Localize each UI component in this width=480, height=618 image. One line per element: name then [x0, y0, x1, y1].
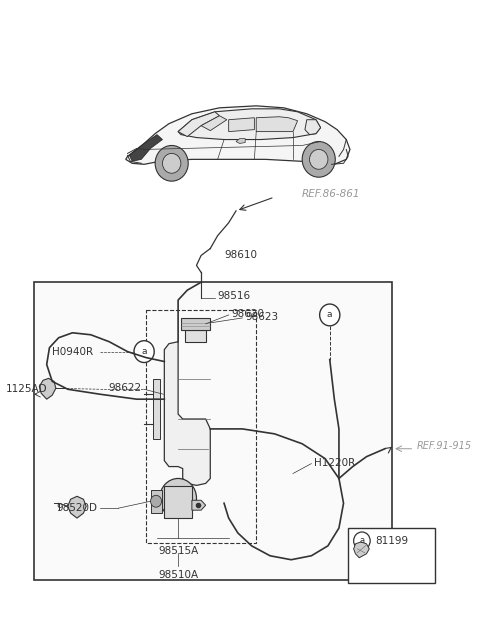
Text: 98610: 98610: [224, 250, 257, 260]
Circle shape: [320, 304, 340, 326]
Text: 1125AD: 1125AD: [6, 384, 48, 394]
Polygon shape: [164, 342, 210, 485]
Polygon shape: [178, 109, 321, 140]
Polygon shape: [305, 120, 321, 135]
Bar: [146, 310, 256, 543]
Text: REF.91-915: REF.91-915: [417, 441, 472, 451]
Text: 98516: 98516: [217, 291, 251, 301]
Polygon shape: [130, 135, 163, 161]
Circle shape: [163, 153, 181, 173]
Text: 81199: 81199: [376, 536, 409, 546]
Circle shape: [168, 488, 188, 509]
Polygon shape: [256, 117, 298, 132]
Polygon shape: [164, 486, 192, 518]
Polygon shape: [228, 118, 254, 132]
Bar: [348, 528, 435, 583]
Text: 98510A: 98510A: [158, 570, 198, 580]
Polygon shape: [192, 500, 206, 510]
Circle shape: [134, 341, 154, 363]
Circle shape: [151, 495, 162, 507]
Text: H1220R: H1220R: [314, 457, 355, 468]
Circle shape: [155, 145, 188, 181]
Text: a: a: [327, 310, 333, 320]
Text: REF.86-861: REF.86-861: [302, 189, 360, 199]
Polygon shape: [126, 106, 350, 164]
Circle shape: [173, 493, 183, 503]
Polygon shape: [153, 379, 160, 439]
Circle shape: [354, 532, 370, 550]
Polygon shape: [354, 542, 369, 557]
Text: 98623: 98623: [245, 312, 278, 322]
Text: 98622: 98622: [108, 383, 141, 393]
Text: a: a: [360, 536, 364, 546]
Polygon shape: [236, 138, 245, 143]
Polygon shape: [181, 318, 210, 330]
Text: 98620: 98620: [231, 309, 264, 319]
Circle shape: [160, 478, 196, 518]
Polygon shape: [39, 378, 56, 399]
Circle shape: [310, 150, 328, 169]
Polygon shape: [68, 496, 86, 518]
Text: 98515A: 98515A: [158, 546, 198, 556]
Polygon shape: [201, 116, 227, 130]
Text: 98520D: 98520D: [56, 503, 97, 513]
Text: H0940R: H0940R: [51, 347, 93, 357]
Polygon shape: [185, 330, 206, 342]
Polygon shape: [178, 112, 219, 137]
Polygon shape: [151, 490, 163, 513]
Circle shape: [302, 142, 335, 177]
Bar: [34, 282, 392, 580]
Text: a: a: [141, 347, 147, 356]
